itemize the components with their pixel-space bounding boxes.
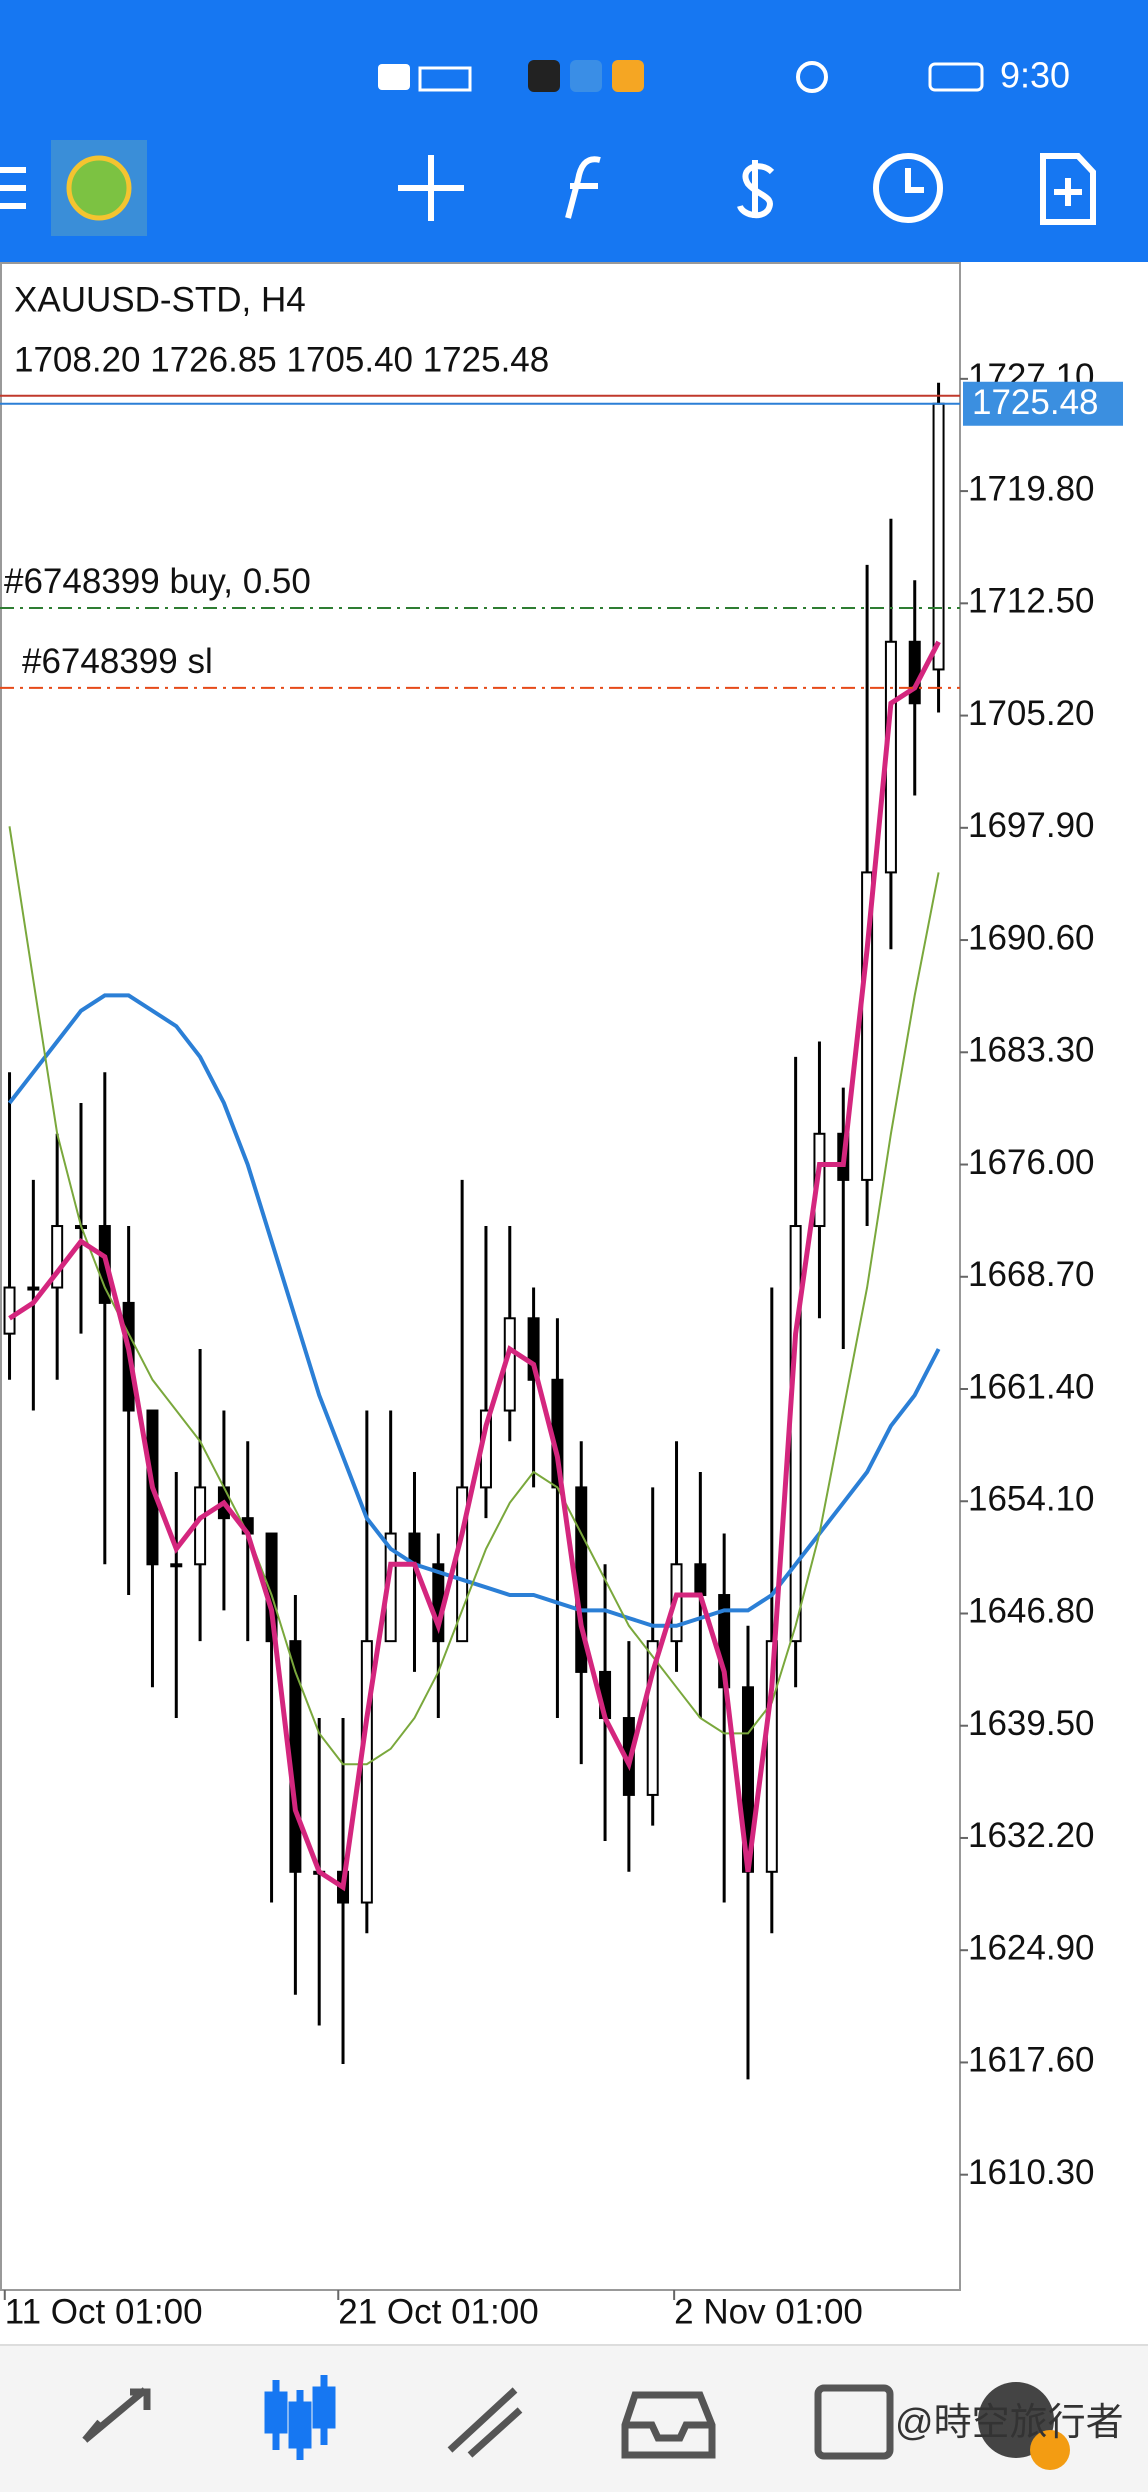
candle-body bbox=[3, 1286, 16, 1335]
chart-ohlc: 1708.20 1726.85 1705.40 1725.48 bbox=[14, 340, 549, 379]
moving-average bbox=[8, 640, 941, 1892]
period-button[interactable] bbox=[873, 153, 943, 223]
nav-news[interactable] bbox=[814, 2384, 894, 2460]
nav-icons bbox=[82, 2375, 1070, 2470]
candle-body bbox=[765, 1640, 778, 1873]
y-tick-label: 1639.50 bbox=[968, 1704, 1095, 1743]
candle-body bbox=[861, 871, 874, 1181]
x-tick-label: 11 Oct 01:00 bbox=[5, 2292, 203, 2331]
new-order-button[interactable] bbox=[1040, 153, 1096, 225]
candle-body bbox=[789, 1225, 802, 1643]
y-tick-label: 1610.30 bbox=[968, 2153, 1095, 2192]
y-tick-label: 1624.90 bbox=[968, 1928, 1095, 1967]
chart-symbol: XAUUSD-STD, H4 bbox=[14, 280, 306, 319]
bid-label: 1725.48 bbox=[972, 383, 1099, 422]
bottom-nav bbox=[0, 2345, 1148, 2492]
crosshair-button[interactable] bbox=[398, 155, 464, 221]
candle-body bbox=[527, 1317, 540, 1381]
mt4-logo-mark bbox=[66, 155, 132, 221]
status-icons bbox=[378, 60, 984, 93]
trade-button[interactable] bbox=[737, 160, 775, 219]
y-tick-label: 1617.60 bbox=[968, 2041, 1095, 2080]
app-header bbox=[0, 0, 1148, 262]
y-tick-label: 1676.00 bbox=[968, 1143, 1095, 1182]
candle-body bbox=[289, 1640, 302, 1873]
indicators-button[interactable] bbox=[565, 156, 601, 219]
y-tick-label: 1654.10 bbox=[968, 1479, 1095, 1518]
candle-body bbox=[646, 1640, 659, 1796]
nav-quotes[interactable] bbox=[82, 2387, 151, 2443]
y-tick-label: 1705.20 bbox=[968, 694, 1095, 733]
y-tick-label: 1712.50 bbox=[968, 582, 1095, 621]
x-tick-label: 2 Nov 01:00 bbox=[674, 2292, 863, 2331]
candle-body bbox=[456, 1486, 469, 1643]
clock-hands bbox=[905, 168, 924, 193]
nav-chart[interactable] bbox=[264, 2375, 336, 2460]
candle-body bbox=[694, 1563, 707, 1597]
watermark-badge bbox=[1030, 2430, 1070, 2470]
status-time: 9:30 bbox=[1000, 55, 1070, 96]
app-icon bbox=[612, 60, 644, 92]
x-tick-label: 21 Oct 01:00 bbox=[338, 2292, 538, 2331]
y-tick-label: 1632.20 bbox=[968, 1816, 1095, 1855]
candle-body bbox=[360, 1640, 373, 1904]
y-tick-label: 1697.90 bbox=[968, 806, 1095, 845]
moving-average bbox=[7, 993, 941, 1628]
nav-trade[interactable] bbox=[447, 2387, 523, 2458]
signal-icon bbox=[418, 66, 472, 92]
candle-body bbox=[170, 1563, 183, 1568]
candle-body bbox=[27, 1286, 40, 1291]
eye-icon bbox=[796, 61, 828, 93]
app-icon bbox=[570, 60, 602, 92]
hd-icon bbox=[378, 64, 410, 90]
candle-body bbox=[908, 640, 921, 705]
order-label: #6748399 sl bbox=[22, 642, 213, 681]
candle-body bbox=[932, 402, 945, 671]
y-tick-label: 1719.80 bbox=[968, 469, 1095, 508]
chart: 1610.30 1617.60 1624.90 1632.20 1639.50 1646.… bbox=[0, 357, 1123, 2331]
order-label: #6748399 buy, 0.50 bbox=[4, 562, 311, 601]
nav-history[interactable] bbox=[621, 2391, 716, 2459]
app-icon bbox=[528, 60, 560, 92]
moving-average bbox=[8, 826, 940, 1766]
candle-body bbox=[51, 1225, 64, 1289]
battery-icon bbox=[928, 62, 984, 92]
toolbar bbox=[0, 140, 1096, 236]
watermark: @時空旅行者 bbox=[895, 2402, 1124, 2444]
y-tick-label: 1661.40 bbox=[968, 1367, 1095, 1406]
menu-button[interactable] bbox=[0, 167, 26, 209]
y-tick-label: 1668.70 bbox=[968, 1255, 1095, 1294]
y-tick-label: 1646.80 bbox=[968, 1592, 1095, 1631]
y-tick-label: 1690.60 bbox=[968, 918, 1095, 957]
bid-box bbox=[963, 381, 1123, 426]
y-tick-label: 1683.30 bbox=[968, 1031, 1095, 1070]
